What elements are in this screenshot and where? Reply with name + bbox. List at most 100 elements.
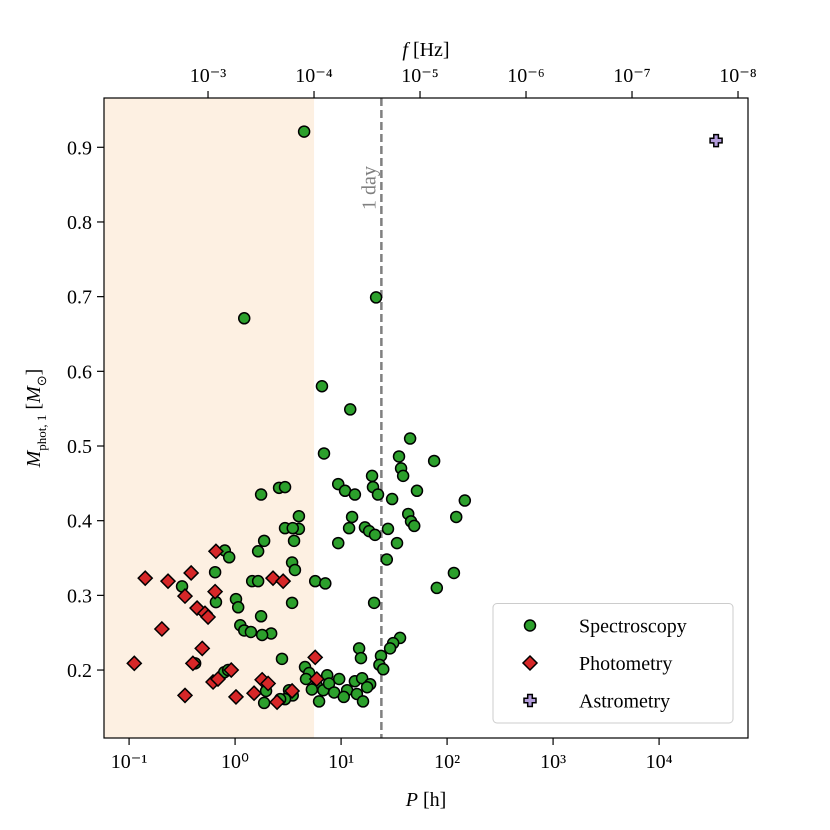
point — [223, 661, 240, 679]
y-tick-label: 0.8 — [67, 212, 92, 234]
point — [345, 510, 359, 524]
point — [709, 133, 723, 148]
point — [209, 670, 227, 688]
plot-frame — [103, 97, 749, 739]
point — [392, 450, 406, 463]
legend-label: Photometry — [579, 653, 672, 675]
x2-tick-label: 10⁻³ — [190, 65, 227, 87]
point — [385, 492, 399, 506]
point — [381, 522, 395, 536]
point — [288, 563, 302, 577]
legend-label: Astrometry — [579, 691, 670, 713]
point — [251, 545, 265, 558]
point — [307, 649, 324, 666]
point — [269, 694, 286, 711]
point — [343, 403, 357, 416]
point — [449, 510, 463, 524]
legend-marker — [521, 654, 539, 672]
point — [410, 484, 424, 498]
point — [257, 696, 271, 710]
x2-tick-label: 10⁻⁸ — [719, 65, 757, 87]
point — [403, 432, 417, 445]
point — [245, 685, 263, 702]
point — [319, 577, 332, 590]
point — [237, 312, 251, 325]
point — [447, 566, 461, 580]
point — [368, 528, 382, 542]
point — [183, 564, 200, 582]
point — [292, 509, 306, 523]
annotation: 1 day — [358, 166, 380, 210]
point — [308, 670, 325, 688]
point — [407, 519, 421, 533]
point — [126, 655, 143, 672]
point — [287, 534, 301, 548]
x-axis-label: P [h] — [405, 789, 447, 811]
x2-tick-label: 10⁻⁴ — [295, 65, 333, 87]
y-tick-label: 0.4 — [67, 511, 92, 533]
y-tick-label: 0.7 — [67, 287, 92, 309]
point — [360, 680, 374, 694]
x-tick-label: 10¹ — [328, 751, 354, 773]
y-tick-label: 0.5 — [67, 436, 92, 458]
point — [337, 690, 351, 704]
point — [458, 494, 472, 507]
point — [367, 596, 381, 610]
x2-tick-label: 10⁻⁶ — [507, 65, 545, 87]
point — [380, 553, 394, 566]
point — [297, 125, 311, 138]
point — [254, 488, 268, 501]
legend-box — [492, 603, 734, 724]
point — [227, 688, 245, 705]
point — [315, 380, 329, 393]
point — [159, 573, 177, 590]
y-tick-label: 0.6 — [67, 361, 92, 383]
y-tick-label: 0.3 — [67, 585, 92, 607]
point — [176, 687, 194, 704]
point — [207, 543, 225, 560]
point — [244, 625, 258, 639]
point — [278, 480, 292, 494]
legend-marker — [523, 693, 537, 708]
point — [275, 573, 292, 590]
point — [396, 469, 410, 483]
point — [251, 574, 265, 588]
x-tick-label: 10³ — [540, 751, 566, 773]
x2-axis-label: f [Hz] — [402, 39, 449, 61]
point — [231, 601, 245, 614]
x-tick-label: 10⁰ — [221, 751, 249, 773]
point — [308, 574, 322, 588]
y-axis-label: Mphot, 1 [M⊙] — [23, 369, 49, 469]
point — [184, 655, 201, 672]
point — [331, 536, 345, 550]
point — [371, 488, 385, 501]
x-tick-label: 10⁴ — [646, 751, 673, 773]
point — [286, 521, 299, 535]
point — [430, 581, 444, 595]
point — [257, 534, 271, 548]
point — [369, 291, 383, 304]
point — [332, 672, 346, 686]
y-tick-label: 0.9 — [67, 137, 92, 159]
x2-tick-label: 10⁻⁷ — [613, 65, 651, 87]
point — [137, 570, 154, 587]
point — [284, 682, 301, 700]
point — [255, 628, 269, 642]
x-tick-label: 10² — [434, 751, 460, 773]
point — [390, 536, 404, 550]
point — [317, 447, 331, 460]
y-tick-label: 0.2 — [67, 660, 92, 682]
point — [377, 663, 390, 676]
point — [194, 640, 211, 657]
legend-label: Spectroscopy — [579, 616, 687, 638]
point — [427, 454, 441, 468]
point — [356, 695, 370, 708]
point — [199, 608, 217, 626]
point — [312, 695, 326, 708]
legend-marker — [523, 619, 537, 632]
point — [342, 521, 356, 535]
point — [208, 565, 222, 579]
point — [207, 583, 224, 600]
point — [254, 610, 268, 623]
